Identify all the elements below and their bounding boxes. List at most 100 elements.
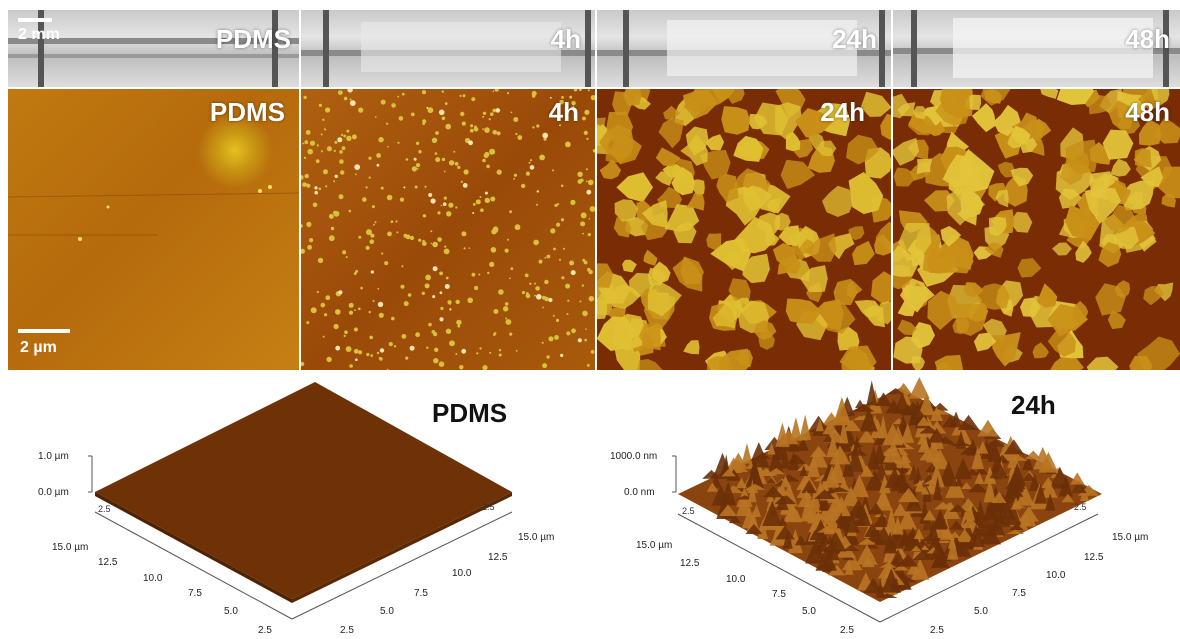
surface-peak <box>814 528 830 544</box>
particle <box>541 341 544 344</box>
particle <box>409 345 415 351</box>
surface-peak <box>702 469 721 479</box>
axis-tick: 15.0 µm <box>636 540 672 551</box>
axis-tick: 15.0 µm <box>518 532 554 543</box>
surface-peak <box>949 504 967 512</box>
surface-peak <box>787 438 800 452</box>
surface-plot-pdms: 1.0 µm 0.0 µm 2.5 2.5 15.0 µm 12.5 10.0 … <box>38 382 554 636</box>
particle <box>405 158 409 161</box>
grain <box>1072 300 1089 325</box>
particle <box>457 324 461 328</box>
particle <box>349 100 356 106</box>
particle <box>326 356 332 363</box>
particle <box>400 284 405 289</box>
particle <box>468 247 471 249</box>
particle <box>430 242 433 245</box>
photo-48h: 48h <box>893 10 1180 87</box>
scale-bar <box>18 18 52 22</box>
surface-peak <box>829 445 851 465</box>
surface-peak <box>751 504 762 517</box>
particle <box>552 314 555 317</box>
grain <box>946 187 986 226</box>
axis-tick: 2.5 <box>840 625 854 636</box>
small-tick: 2.5 <box>682 506 695 516</box>
particle <box>358 350 363 355</box>
particle <box>323 169 328 175</box>
particle <box>461 231 467 237</box>
afm-label-pdms: PDMS <box>209 97 285 127</box>
particle <box>437 211 441 215</box>
surface-peak <box>842 419 862 432</box>
surface-peak <box>908 464 919 481</box>
particle <box>379 357 383 361</box>
surface-peak <box>828 564 846 576</box>
grain <box>995 189 1009 208</box>
particle <box>585 328 587 330</box>
particle <box>417 168 419 170</box>
grain <box>1040 89 1059 99</box>
grain <box>743 185 773 213</box>
surface-peak <box>922 479 941 485</box>
grain <box>625 217 649 237</box>
particle <box>544 279 549 285</box>
afm-label-24h: 24h <box>820 97 865 127</box>
particle <box>442 202 447 206</box>
particle <box>334 140 338 144</box>
particle <box>554 335 559 340</box>
particle <box>570 270 576 276</box>
surface-peak <box>780 475 791 488</box>
particle <box>479 347 482 350</box>
particle <box>583 260 588 265</box>
particle <box>582 258 586 262</box>
surface-peak <box>1015 485 1035 506</box>
surface-peak <box>957 542 977 550</box>
particle <box>472 203 476 206</box>
surface-peak <box>822 421 839 435</box>
grain <box>1137 336 1180 370</box>
particle <box>577 179 583 184</box>
surface-peak <box>870 418 885 439</box>
particle <box>432 266 438 272</box>
particle <box>587 179 594 186</box>
particle <box>544 256 547 259</box>
grain <box>983 89 1002 104</box>
surface-peak <box>967 523 985 548</box>
surface-peak <box>842 510 860 533</box>
particle <box>565 283 571 289</box>
particle <box>490 112 494 116</box>
particle <box>381 252 384 255</box>
particle <box>495 108 501 113</box>
particle <box>365 245 370 250</box>
particle <box>425 274 431 281</box>
particle <box>330 226 335 231</box>
particle <box>492 108 497 113</box>
grain <box>1075 240 1092 263</box>
particle <box>360 286 363 290</box>
surface-peak <box>1021 509 1032 527</box>
particle <box>542 306 544 309</box>
grain <box>1011 112 1039 140</box>
grain <box>1119 180 1155 211</box>
particle <box>577 171 583 177</box>
surface-peak <box>763 486 784 498</box>
particle <box>546 355 550 359</box>
surface-peak <box>919 425 939 434</box>
surface-peak <box>974 472 985 485</box>
particle <box>377 287 380 290</box>
particle <box>513 178 515 180</box>
particle <box>317 257 324 264</box>
particle <box>582 116 586 121</box>
particle <box>354 271 358 274</box>
grain <box>1143 286 1165 306</box>
particle <box>525 292 529 295</box>
particle <box>559 124 561 127</box>
surface-peak <box>775 525 795 540</box>
particle <box>484 197 490 204</box>
particle <box>571 100 576 106</box>
particle <box>536 203 538 206</box>
photo-24h-graphic <box>597 10 891 87</box>
particle <box>358 307 361 311</box>
axis-tick: 5.0 <box>224 606 238 617</box>
particle <box>371 205 375 209</box>
particle <box>536 294 542 300</box>
